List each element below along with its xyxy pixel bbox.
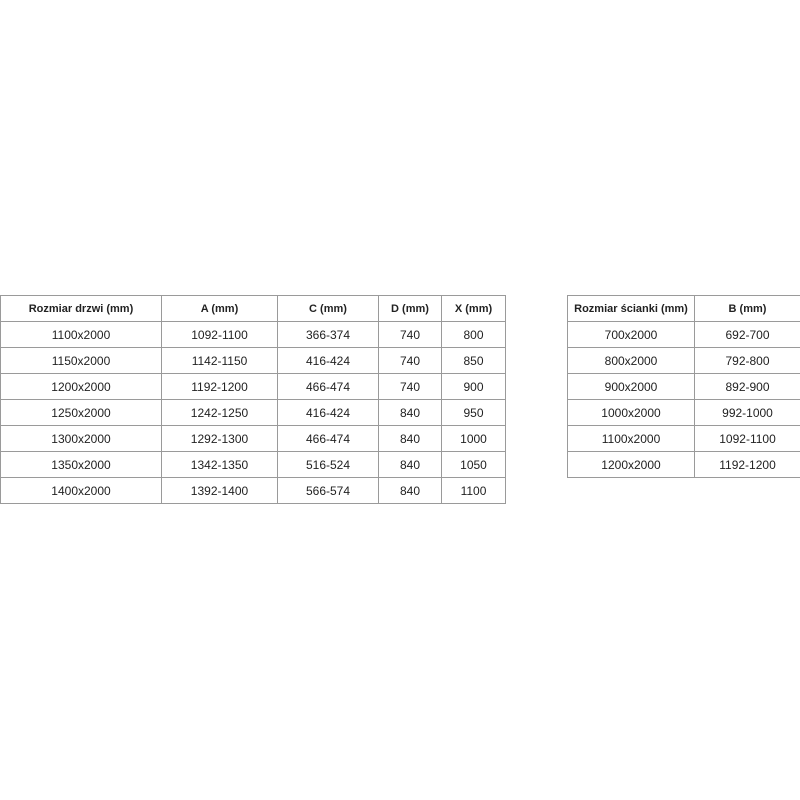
column-header: D (mm) (378, 295, 442, 322)
table-row: 1150x2000 1142-1150 416-424 740 850 (0, 347, 506, 374)
table-cell: 416-424 (277, 347, 379, 374)
table-row: 1400x2000 1392-1400 566-574 840 1100 (0, 477, 506, 504)
table-cell: 840 (378, 425, 442, 452)
table-cell: 1342-1350 (161, 451, 278, 478)
table-cell: 1192-1200 (694, 451, 800, 478)
table-cell: 366-374 (277, 321, 379, 348)
table-cell: 740 (378, 321, 442, 348)
table-cell: 692-700 (694, 321, 800, 348)
table-cell: 566-574 (277, 477, 379, 504)
table-cell: 1192-1200 (161, 373, 278, 400)
table-cell: 840 (378, 399, 442, 426)
table-row: 900x2000 892-900 (567, 373, 800, 400)
table-cell: 1000 (441, 425, 506, 452)
column-header: X (mm) (441, 295, 506, 322)
table-cell: 1400x2000 (0, 477, 162, 504)
table-cell: 1292-1300 (161, 425, 278, 452)
table-cell: 740 (378, 373, 442, 400)
table-cell: 950 (441, 399, 506, 426)
table-row: 1200x2000 1192-1200 (567, 451, 800, 478)
table-cell: 992-1000 (694, 399, 800, 426)
table-cell: 1000x2000 (567, 399, 695, 426)
table-cell: 792-800 (694, 347, 800, 374)
column-header: A (mm) (161, 295, 278, 322)
column-header: Rozmiar drzwi (mm) (0, 295, 162, 322)
table-cell: 1150x2000 (0, 347, 162, 374)
table-row: 700x2000 692-700 (567, 321, 800, 348)
table-cell: 800 (441, 321, 506, 348)
column-header: B (mm) (694, 295, 800, 322)
column-header: C (mm) (277, 295, 379, 322)
table-header-row: Rozmiar ścianki (mm) B (mm) (567, 295, 800, 322)
table-cell: 740 (378, 347, 442, 374)
table-cell: 1142-1150 (161, 347, 278, 374)
table-cell: 1350x2000 (0, 451, 162, 478)
door-size-table: Rozmiar drzwi (mm) A (mm) C (mm) D (mm) X (m… (0, 295, 506, 504)
wall-size-table: Rozmiar ścianki (mm) B (mm) 700x2000 692-7… (567, 295, 800, 478)
table-row: 1200x2000 1192-1200 466-474 740 900 (0, 373, 506, 400)
table-cell: 1200x2000 (567, 451, 695, 478)
table-cell: 416-424 (277, 399, 379, 426)
table-cell: 840 (378, 451, 442, 478)
table-cell: 850 (441, 347, 506, 374)
table-cell: 1100x2000 (567, 425, 695, 452)
table-cell: 800x2000 (567, 347, 695, 374)
table-cell: 1100x2000 (0, 321, 162, 348)
table-row: 1250x2000 1242-1250 416-424 840 950 (0, 399, 506, 426)
table-cell: 466-474 (277, 373, 379, 400)
table-cell: 700x2000 (567, 321, 695, 348)
table-row: 1000x2000 992-1000 (567, 399, 800, 426)
column-header: Rozmiar ścianki (mm) (567, 295, 695, 322)
table-row: 1350x2000 1342-1350 516-524 840 1050 (0, 451, 506, 478)
table-cell: 900 (441, 373, 506, 400)
table-cell: 1200x2000 (0, 373, 162, 400)
table-cell: 1092-1100 (694, 425, 800, 452)
table-cell: 1092-1100 (161, 321, 278, 348)
table-cell: 516-524 (277, 451, 379, 478)
table-cell: 1050 (441, 451, 506, 478)
table-cell: 466-474 (277, 425, 379, 452)
table-cell: 1100 (441, 477, 506, 504)
table-row: 1100x2000 1092-1100 366-374 740 800 (0, 321, 506, 348)
table-cell: 900x2000 (567, 373, 695, 400)
table-cell: 892-900 (694, 373, 800, 400)
table-cell: 840 (378, 477, 442, 504)
table-row: 800x2000 792-800 (567, 347, 800, 374)
table-cell: 1392-1400 (161, 477, 278, 504)
table-row: 1100x2000 1092-1100 (567, 425, 800, 452)
table-cell: 1300x2000 (0, 425, 162, 452)
table-row: 1300x2000 1292-1300 466-474 840 1000 (0, 425, 506, 452)
table-header-row: Rozmiar drzwi (mm) A (mm) C (mm) D (mm) X (m… (0, 295, 506, 322)
table-cell: 1242-1250 (161, 399, 278, 426)
table-cell: 1250x2000 (0, 399, 162, 426)
